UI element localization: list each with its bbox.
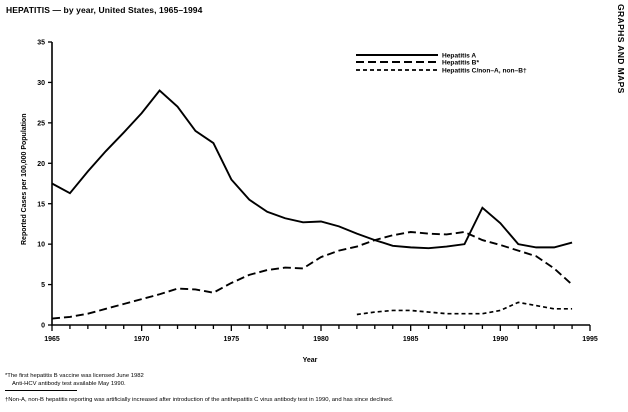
y-tick-label: 15 [37, 201, 45, 208]
x-tick-label: 1970 [134, 336, 150, 343]
legend-label-hepatitis-a: Hepatitis A [442, 53, 476, 60]
x-tick-label: 1985 [403, 336, 419, 343]
page-title: HEPATITIS — by year, United States, 1965… [6, 5, 203, 15]
y-tick-label: 0 [41, 323, 45, 330]
y-axis-label: Reported Cases per 100,000 Population [21, 114, 28, 246]
section-side-label: GRAPHS AND MAPS [616, 4, 626, 94]
x-tick-label: 1980 [313, 336, 329, 343]
footnote-vaccine: *The first hepatitis B vaccine was licen… [5, 373, 144, 379]
axis-lines [51, 42, 590, 326]
legend-label-hepatitis-b: Hepatitis B* [442, 60, 479, 67]
footnote-antihcv: Anti-HCV antibody test available May 199… [12, 381, 126, 387]
footnote-divider [5, 390, 77, 391]
footnote-nonanonb: †Non-A, non-B hepatitis reporting was ar… [5, 397, 394, 403]
x-axis-label: Year [303, 357, 318, 364]
y-tick-label: 25 [37, 120, 45, 127]
y-tick-label: 5 [41, 282, 45, 289]
series-line-hepatitis-a [51, 89, 573, 250]
y-tick-label: 30 [37, 80, 45, 87]
series-line-hepatitis-c-non-a-non-b [356, 301, 573, 316]
chart-series [51, 89, 573, 320]
chart-legend: Hepatitis A Hepatitis B* Hepatitis C/non… [356, 53, 527, 75]
x-tick-label: 1965 [44, 336, 60, 343]
y-axis-ticks: 0 5 10 15 20 25 30 35 [37, 40, 52, 330]
y-tick-label: 35 [37, 40, 45, 47]
legend-label-hepatitis-c: Hepatitis C/non–A, non–B† [442, 68, 527, 75]
series-line-hepatitis-b [51, 231, 573, 320]
x-tick-label: 1995 [582, 336, 598, 343]
x-tick-label: 1975 [224, 336, 240, 343]
y-tick-label: 20 [37, 161, 45, 168]
x-tick-label: 1990 [493, 336, 509, 343]
x-axis-ticks: 1965 1970 1975 1980 1985 1990 1995 [44, 325, 598, 343]
y-tick-label: 10 [37, 242, 45, 249]
